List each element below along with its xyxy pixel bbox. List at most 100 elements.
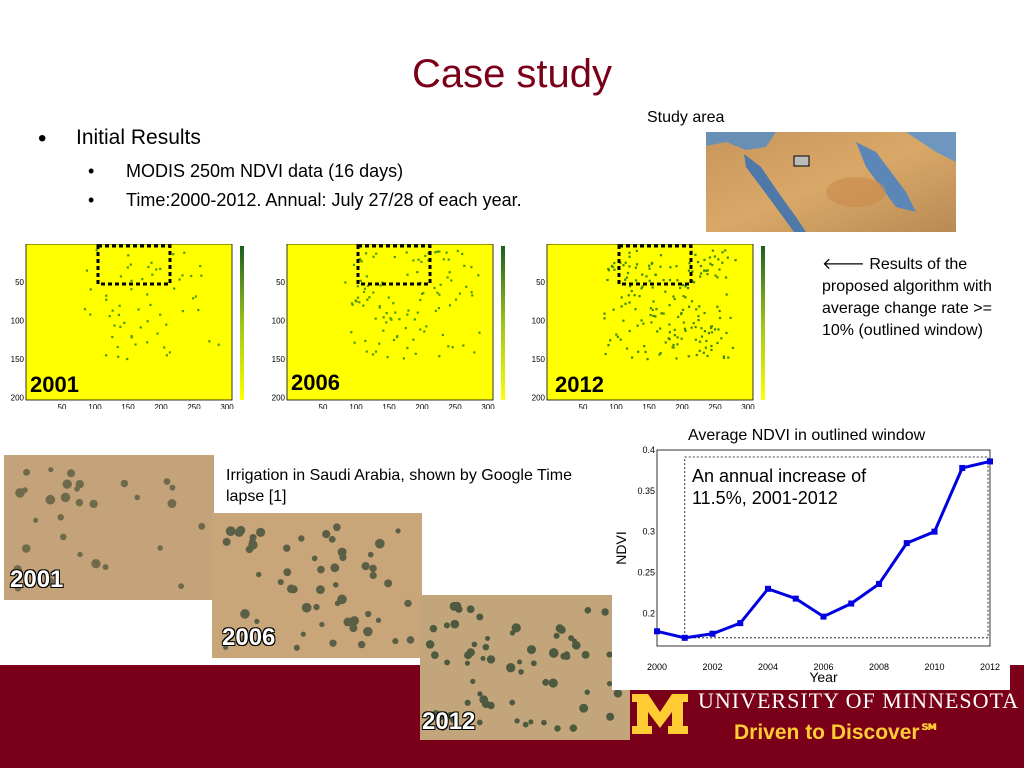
vegetation-dot xyxy=(119,325,122,328)
map-y-tick: 50 xyxy=(276,278,285,287)
x-tick-label: 2004 xyxy=(758,662,778,672)
map-year-label: 2001 xyxy=(30,372,79,397)
vegetation-dot xyxy=(387,296,390,299)
field-circle xyxy=(120,479,129,488)
vegetation-dot xyxy=(470,265,473,269)
bullet-glyph: • xyxy=(88,161,95,181)
map-y-tick: 150 xyxy=(532,355,546,364)
field-circle xyxy=(223,644,229,650)
ndvi-map-2001: 50100150200250300501001502000.80.70.60.5… xyxy=(4,244,244,409)
vegetation-dot xyxy=(664,341,667,344)
field-circle xyxy=(23,468,30,476)
vegetation-dot xyxy=(682,321,685,324)
field-circle xyxy=(425,640,435,649)
vegetation-dot xyxy=(668,304,671,307)
vegetation-dot xyxy=(684,329,687,332)
vegetation-dot xyxy=(717,258,720,261)
ndvi-data-point xyxy=(903,540,910,547)
vegetation-dot xyxy=(637,350,640,353)
vegetation-dot xyxy=(675,357,678,360)
vegetation-dot xyxy=(438,355,441,358)
vegetation-dot xyxy=(682,295,685,298)
ndvi-data-point xyxy=(848,600,855,607)
map-x-tick: 300 xyxy=(741,403,755,409)
vegetation-dot xyxy=(450,279,453,282)
vegetation-dot xyxy=(716,276,719,279)
vegetation-dot xyxy=(448,304,452,307)
vegetation-dot xyxy=(623,278,627,281)
field-circle xyxy=(277,578,284,586)
y-tick-label: 0.3 xyxy=(642,527,655,537)
vegetation-dot xyxy=(163,346,166,349)
vegetation-dot xyxy=(438,250,441,253)
vegetation-dot xyxy=(718,309,721,313)
vegetation-dot xyxy=(147,265,150,269)
field-circle xyxy=(579,703,589,713)
vegetation-dot xyxy=(478,331,481,334)
ndvi-map-graphic: 50100150200250300501001502000.80.70.60.5… xyxy=(532,244,765,409)
satellite-photo-2001 xyxy=(4,455,214,600)
vegetation-dot xyxy=(412,338,415,341)
results-note: 🡐 Results of the proposed algorithm with… xyxy=(822,256,992,339)
vegetation-dot xyxy=(709,262,712,265)
map-x-tick: 50 xyxy=(579,403,588,409)
vegetation-dot xyxy=(159,267,162,270)
study-area-box xyxy=(793,155,810,167)
vegetation-dot xyxy=(364,252,368,255)
vegetation-dot xyxy=(654,315,657,318)
vegetation-dot xyxy=(607,269,610,272)
vegetation-dot xyxy=(116,345,119,349)
vegetation-dot xyxy=(707,331,711,335)
field-circle xyxy=(102,564,109,571)
vegetation-dot xyxy=(686,286,690,290)
ndvi-map-graphic: 50100150200250300501001502000.80.70.60.5… xyxy=(272,244,505,409)
vegetation-dot xyxy=(615,333,618,336)
field-circle xyxy=(333,523,341,532)
y-tick-label: 0.4 xyxy=(642,445,655,455)
field-circle xyxy=(480,655,486,662)
map-x-tick: 150 xyxy=(121,403,135,409)
vegetation-dot xyxy=(470,291,473,294)
field-circle xyxy=(75,479,84,489)
field-circle xyxy=(329,639,337,647)
vegetation-dot xyxy=(672,295,675,298)
field-circle xyxy=(163,478,171,485)
vegetation-dot xyxy=(126,357,129,361)
field-circle xyxy=(584,689,590,695)
vegetation-dot xyxy=(672,346,675,349)
field-circle xyxy=(606,712,615,721)
field-circle xyxy=(542,678,550,686)
vegetation-dot xyxy=(625,347,629,350)
vegetation-dot xyxy=(477,274,480,277)
vegetation-dot xyxy=(630,289,633,293)
field-circle xyxy=(541,719,547,726)
map-x-tick: 100 xyxy=(88,403,102,409)
vegetation-dot xyxy=(699,272,703,275)
field-circle xyxy=(48,467,54,473)
vegetation-dot xyxy=(664,290,667,293)
field-circle xyxy=(283,568,292,577)
field-circle xyxy=(384,579,393,588)
field-circle xyxy=(178,583,185,589)
vegetation-dot xyxy=(683,327,686,330)
vegetation-dot xyxy=(439,283,442,286)
vegetation-dot xyxy=(673,297,676,301)
vegetation-dot xyxy=(358,301,361,304)
field-circle xyxy=(332,582,339,588)
field-circle xyxy=(514,718,520,724)
vegetation-dot xyxy=(628,329,631,333)
field-circle xyxy=(134,494,141,501)
vegetation-dot xyxy=(659,327,662,330)
tagline: Driven to Discover℠ xyxy=(734,721,941,744)
vegetation-dot xyxy=(628,301,631,304)
ndvi-data-point xyxy=(681,634,688,641)
vegetation-dot xyxy=(437,306,441,310)
field-circle xyxy=(365,610,372,618)
map-x-tick: 150 xyxy=(382,403,396,409)
vegetation-dot xyxy=(641,273,644,276)
vegetation-dot xyxy=(354,299,357,302)
field-circle xyxy=(581,650,590,659)
vegetation-dot xyxy=(690,326,693,329)
vegetation-dot xyxy=(711,263,714,267)
vegetation-dot xyxy=(473,351,476,354)
